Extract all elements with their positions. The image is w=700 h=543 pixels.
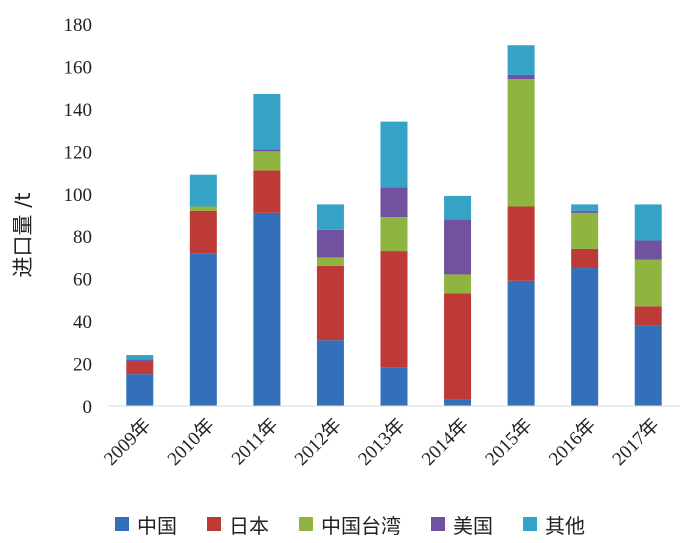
legend-label: 美国 [453, 513, 493, 538]
bar-segment [571, 204, 599, 211]
x-tick-label: 2015年 [481, 414, 537, 470]
legend-label: 日本 [229, 513, 269, 538]
bar-segment [444, 399, 472, 406]
bar-segment [507, 79, 535, 207]
bar-segment [380, 187, 408, 218]
y-axis-ticks: 0 20 40 60 80 100 120 140 160 180 [64, 15, 93, 418]
bars [126, 45, 662, 406]
legend: 中国 日本 中国台湾 美国 其他 [0, 508, 700, 540]
bar-segment [189, 206, 217, 211]
legend-swatch [523, 517, 537, 531]
y-tick-label: 180 [64, 15, 93, 36]
bar-segment [253, 212, 281, 406]
x-tick-label: 2009年 [99, 414, 155, 470]
legend-label: 其他 [545, 513, 585, 538]
bar-segment [634, 306, 662, 326]
bar-segment [189, 253, 217, 406]
legend-swatch [115, 517, 129, 531]
legend-label: 中国台湾 [321, 513, 401, 538]
bar-segment [444, 195, 472, 220]
y-tick-label: 40 [73, 312, 92, 333]
bar-segment [316, 204, 344, 230]
bar-segment [380, 121, 408, 188]
bar-segment [571, 268, 599, 406]
y-tick-label: 120 [64, 142, 93, 163]
y-tick-label: 140 [64, 100, 93, 121]
bar-segment [380, 217, 408, 252]
bar-segment [316, 229, 344, 258]
x-tick-label: 2016年 [544, 414, 600, 470]
legend-item: 其他 [523, 510, 585, 539]
y-tick-label: 100 [64, 185, 93, 206]
x-tick-label: 2014年 [417, 414, 473, 470]
bar-segment [444, 293, 472, 400]
bar-segment [126, 361, 154, 375]
bar-segment [253, 151, 281, 171]
y-tick-label: 80 [73, 227, 92, 248]
legend-item: 中国台湾 [299, 510, 401, 539]
bar-segment [571, 210, 599, 213]
bar-segment [634, 240, 662, 260]
bar-segment [380, 367, 408, 406]
y-tick-label: 160 [64, 57, 93, 78]
x-tick-label: 2011年 [227, 414, 282, 469]
x-tick-label: 2017年 [608, 414, 664, 470]
bar-segment [634, 204, 662, 241]
x-tick-label: 2012年 [290, 414, 346, 470]
legend-swatch [207, 517, 221, 531]
bar-segment [634, 259, 662, 307]
bar-segment [634, 325, 662, 406]
bar-segment [507, 45, 535, 75]
bar-segment [571, 248, 599, 269]
bar-segment [507, 280, 535, 406]
bar-segment [189, 210, 217, 254]
bar-segment [316, 340, 344, 406]
y-tick-label: 60 [73, 270, 92, 291]
chart: 0 20 40 60 80 100 120 140 160 180 2009年 2010年 2011年… [11, 15, 680, 470]
y-tick-label: 0 [83, 397, 93, 418]
bar-segment [380, 251, 408, 368]
bar-segment [507, 206, 535, 281]
x-tick-label: 2013年 [354, 414, 410, 470]
bar-segment [126, 374, 154, 406]
legend-item: 中国 [115, 510, 177, 539]
legend-swatch [431, 517, 445, 531]
legend-label: 中国 [137, 513, 177, 538]
bar-segment [316, 257, 344, 266]
legend-swatch [299, 517, 313, 531]
legend-item: 日本 [207, 510, 269, 539]
bar-segment [316, 265, 344, 341]
bar-segment [126, 355, 154, 360]
x-tick-label: 2010年 [163, 414, 219, 470]
bar-segment [253, 149, 281, 152]
legend-item: 美国 [431, 510, 493, 539]
bar-segment [444, 274, 472, 294]
bar-segment [444, 219, 472, 275]
bar-segment [253, 94, 281, 150]
y-tick-label: 20 [73, 355, 92, 376]
bar-segment [253, 170, 281, 213]
x-axis-ticks: 2009年 2010年 2011年 2012年 2013年 2014年 2015年 2016年… [99, 414, 663, 470]
y-axis-label: 进口量 /t [11, 193, 35, 278]
bar-segment [571, 212, 599, 249]
bar-segment [507, 74, 535, 80]
bar-segment [126, 359, 154, 362]
bar-segment [189, 174, 217, 207]
